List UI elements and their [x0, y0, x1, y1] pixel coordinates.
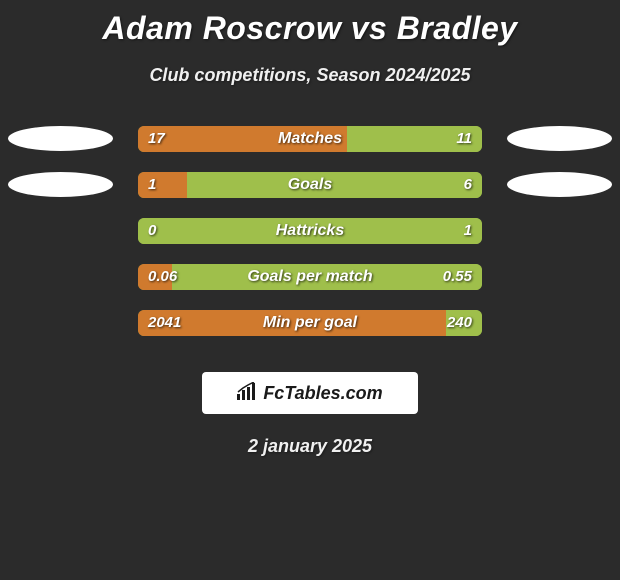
stat-bar-left-fill [138, 172, 187, 198]
logo-box: FcTables.com [202, 372, 418, 414]
stat-bar-left-fill [138, 310, 446, 336]
player-left-marker [8, 126, 113, 151]
player-right-marker [507, 126, 612, 151]
page-title: Adam Roscrow vs Bradley [0, 0, 620, 47]
stat-row: 01Hattricks [0, 218, 620, 264]
stat-bar-right-fill [187, 172, 482, 198]
stat-row: 16Goals [0, 172, 620, 218]
stat-bar: 0.060.55Goals per match [138, 264, 482, 290]
stat-bar-right-fill [446, 310, 482, 336]
stat-bar: 01Hattricks [138, 218, 482, 244]
page-subtitle: Club competitions, Season 2024/2025 [0, 65, 620, 86]
stat-bar-left-fill [138, 126, 347, 152]
player-right-marker [507, 172, 612, 197]
stat-row: 1711Matches [0, 126, 620, 172]
player-left-marker [8, 172, 113, 197]
stat-row: 2041240Min per goal [0, 310, 620, 356]
stat-bar-right-fill [138, 218, 482, 244]
stat-row: 0.060.55Goals per match [0, 264, 620, 310]
comparison-infographic: Adam Roscrow vs Bradley Club competition… [0, 0, 620, 580]
stat-bar: 16Goals [138, 172, 482, 198]
stat-bar-right-fill [347, 126, 482, 152]
stat-bar: 1711Matches [138, 126, 482, 152]
stat-bar-right-fill [172, 264, 482, 290]
date-label: 2 january 2025 [0, 436, 620, 457]
logo-text: FcTables.com [263, 383, 382, 404]
stat-bar-left-fill [138, 264, 172, 290]
stat-bar: 2041240Min per goal [138, 310, 482, 336]
chart-icon [237, 382, 259, 405]
logo: FcTables.com [237, 382, 382, 405]
stat-rows: 1711Matches 16Goals 01Hattricks 0.060.55Goa… [0, 126, 620, 356]
